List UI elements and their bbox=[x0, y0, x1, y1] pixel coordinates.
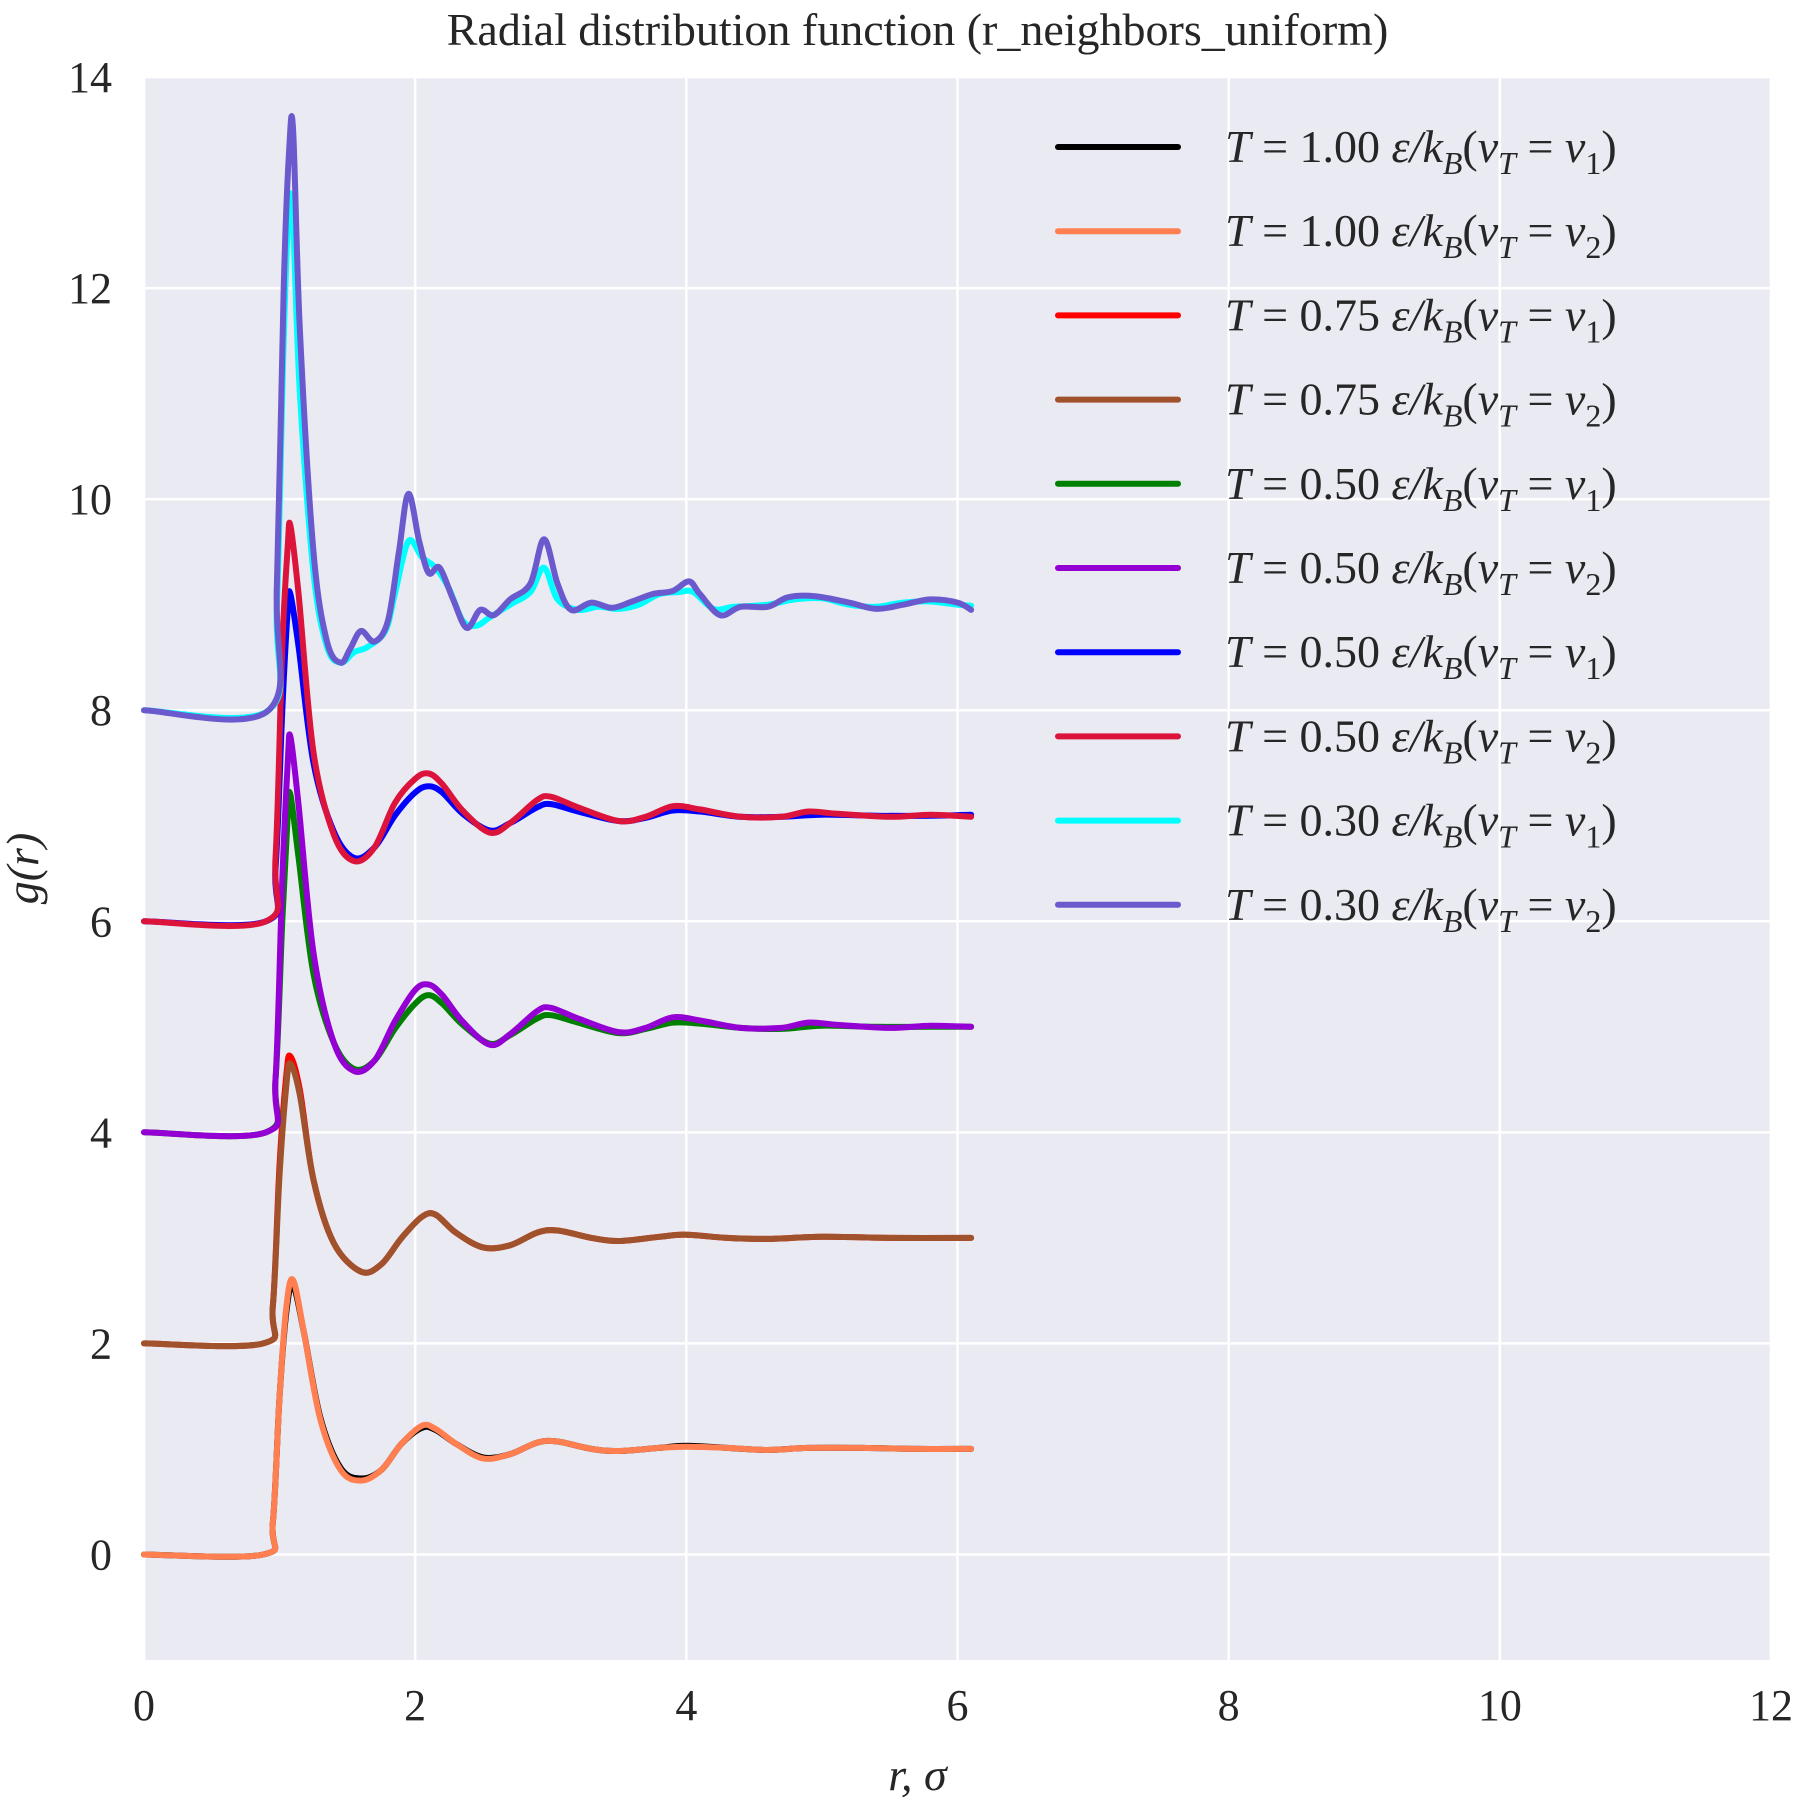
legend-label: T = 1.00 ε/kB(vT = v1) bbox=[1225, 121, 1617, 181]
legend-label: T = 0.50 ε/kB(vT = v1) bbox=[1225, 626, 1617, 686]
x-tick-label: 10 bbox=[1478, 1681, 1522, 1730]
x-tick-label: 0 bbox=[133, 1681, 155, 1730]
grid-lines bbox=[142, 75, 1773, 1660]
y-tick-label: 0 bbox=[90, 1530, 112, 1579]
y-tick-label: 14 bbox=[68, 53, 112, 102]
legend-label: T = 0.50 ε/kB(vT = v2) bbox=[1225, 542, 1617, 602]
x-tick-label: 4 bbox=[675, 1681, 697, 1730]
y-tick-label: 6 bbox=[90, 897, 112, 946]
x-tick-label: 12 bbox=[1749, 1681, 1793, 1730]
y-tick-label: 2 bbox=[90, 1319, 112, 1368]
legend-label: T = 0.75 ε/kB(vT = v2) bbox=[1225, 374, 1617, 434]
legend-label: T = 1.00 ε/kB(vT = v2) bbox=[1225, 205, 1617, 265]
x-tick-label: 6 bbox=[947, 1681, 969, 1730]
y-tick-label: 8 bbox=[90, 686, 112, 735]
x-tick-label: 2 bbox=[404, 1681, 426, 1730]
series-line-6 bbox=[141, 731, 975, 1140]
legend-label: T = 0.75 ε/kB(vT = v1) bbox=[1225, 289, 1617, 349]
series-line-8 bbox=[141, 519, 975, 929]
x-axis-label: r, σ bbox=[888, 1749, 949, 1800]
tick-labels: 0 2 4 6 8 10 12 0 2 4 6 8 10 12 14 bbox=[68, 53, 1793, 1730]
legend-label: T = 0.50 ε/kB(vT = v2) bbox=[1225, 710, 1617, 770]
x-tick-label: 8 bbox=[1218, 1681, 1240, 1730]
y-tick-label: 4 bbox=[90, 1108, 112, 1157]
chart-title: Radial distribution function (r_neighbor… bbox=[447, 4, 1389, 55]
legend-label: T = 0.30 ε/kB(vT = v1) bbox=[1225, 795, 1617, 855]
series-lines bbox=[141, 113, 975, 1560]
legend-label: T = 0.50 ε/kB(vT = v1) bbox=[1225, 458, 1617, 518]
series-line-4 bbox=[141, 1060, 975, 1350]
legend: T = 1.00 ε/kB(vT = v1) T = 1.00 ε/kB(vT =… bbox=[1055, 121, 1617, 939]
y-tick-label: 10 bbox=[68, 475, 112, 524]
legend-label: T = 0.30 ε/kB(vT = v2) bbox=[1225, 879, 1617, 939]
y-tick-label: 12 bbox=[68, 264, 112, 313]
series-line-2 bbox=[141, 1276, 975, 1560]
series-line-10 bbox=[141, 113, 975, 723]
y-axis-label: g(r) bbox=[0, 833, 48, 905]
